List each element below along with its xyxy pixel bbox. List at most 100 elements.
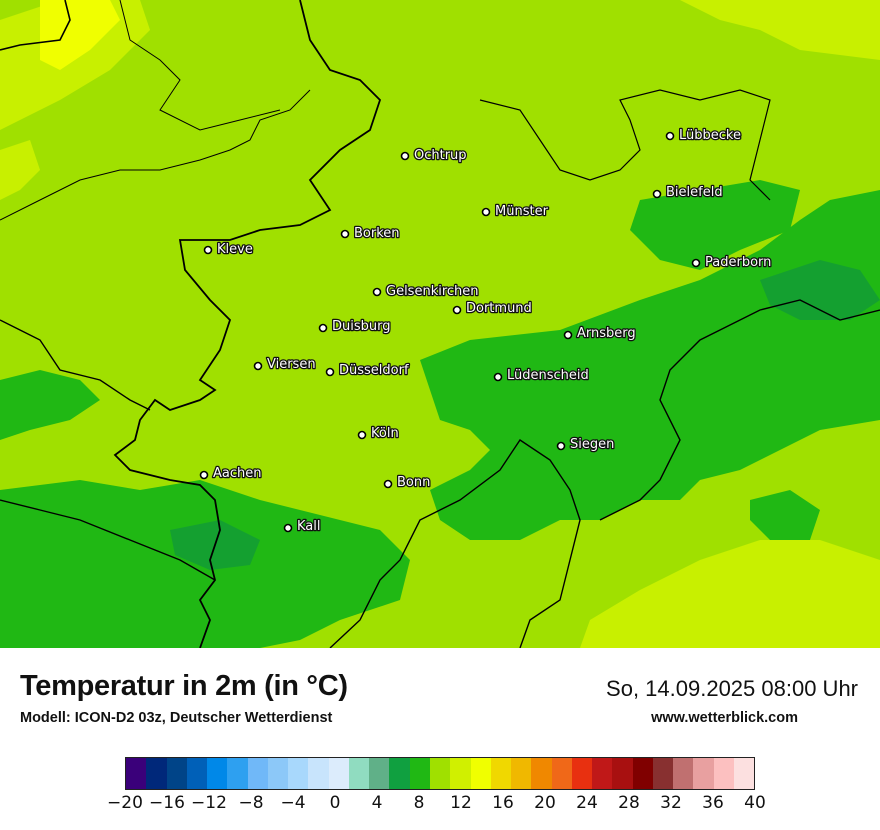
city-bonn[interactable]: Bonn (383, 474, 432, 491)
city-koeln[interactable]: Köln (357, 425, 400, 442)
border-state-north (479, 89, 771, 201)
cool-area-teutoburg (630, 180, 800, 270)
city-kleve[interactable]: Kleve (203, 241, 254, 258)
city-dot (556, 441, 566, 451)
city-label: Paderborn (705, 255, 771, 270)
city-label: Ochtrup (414, 148, 467, 163)
coolest-area-east (760, 260, 880, 320)
legend-swatch (551, 758, 572, 789)
city-arnsberg[interactable]: Arnsberg (563, 325, 637, 342)
website-link[interactable]: www.wetterblick.com (651, 710, 798, 726)
city-dot (665, 131, 675, 141)
temperature-map: Ochtrup Lübbecke Bielefeld Münster Borke… (0, 0, 880, 648)
city-bielefeld[interactable]: Bielefeld (652, 184, 724, 201)
legend-swatch (126, 758, 147, 789)
city-dot (452, 305, 462, 315)
legend-tick-label: −12 (191, 793, 227, 813)
city-ochtrup[interactable]: Ochtrup (400, 147, 468, 164)
legend-tick-label: −4 (280, 793, 306, 813)
legend-swatch (207, 758, 228, 789)
city-siegen[interactable]: Siegen (556, 436, 616, 453)
city-dot (283, 523, 293, 533)
city-dot (481, 207, 491, 217)
cool-area-limburg (0, 370, 100, 440)
legend-swatch (267, 758, 289, 789)
city-label: Köln (371, 426, 399, 441)
legend-swatch (348, 758, 370, 789)
map-canvas: Ochtrup Lübbecke Bielefeld Münster Borke… (0, 0, 880, 648)
legend-tick-label: 40 (744, 793, 766, 813)
border-nl-be (0, 319, 151, 411)
city-borken[interactable]: Borken (340, 225, 401, 242)
legend-tick-label: 36 (702, 793, 724, 813)
color-legend (125, 757, 755, 790)
city-muenster[interactable]: Münster (481, 203, 550, 220)
city-label: Gelsenkirchen (386, 284, 479, 299)
city-dot (325, 367, 335, 377)
city-dot (253, 361, 263, 371)
city-dot (199, 470, 209, 480)
legend-swatch (571, 758, 593, 789)
model-source: Modell: ICON-D2 03z, Deutscher Wetterdie… (20, 710, 333, 726)
city-label: Duisburg (332, 319, 391, 334)
legend-swatch (186, 758, 208, 789)
legend-swatch (632, 758, 653, 789)
city-duisburg[interactable]: Duisburg (318, 318, 392, 335)
legend-swatch (673, 758, 694, 789)
map-title: Temperatur in 2m (in °C) (20, 670, 348, 702)
city-viersen[interactable]: Viersen (253, 356, 317, 373)
legend-swatch (328, 758, 349, 789)
city-label: Aachen (213, 466, 261, 481)
city-dot (383, 479, 393, 489)
city-dot (652, 189, 662, 199)
legend-tick-label: 4 (371, 793, 383, 813)
border-nl-de (113, 0, 382, 648)
legend-tick-label: −20 (107, 793, 143, 813)
legend-tick-label: 28 (618, 793, 640, 813)
border-state-south (329, 439, 581, 648)
city-label: Borken (354, 226, 400, 241)
city-dot (203, 245, 213, 255)
city-label: Kall (297, 519, 321, 534)
city-luedenscheid[interactable]: Lüdenscheid (493, 367, 590, 384)
city-label: Bielefeld (666, 185, 723, 200)
legend-swatch (511, 758, 532, 789)
legend-swatch (490, 758, 512, 789)
city-dot (357, 430, 367, 440)
city-paderborn[interactable]: Paderborn (691, 254, 773, 271)
legend-swatch (146, 758, 167, 789)
warm-area-southeast (580, 540, 880, 648)
cool-patch-east (750, 490, 820, 540)
legend-swatch (166, 758, 187, 789)
legend-tick-label: 20 (534, 793, 556, 813)
city-luebbecke[interactable]: Lübbecke (665, 127, 742, 144)
city-dot (493, 372, 503, 382)
city-duesseldorf[interactable]: Düsseldorf (325, 362, 410, 379)
legend-swatch (592, 758, 613, 789)
city-gelsenkirchen[interactable]: Gelsenkirchen (372, 283, 480, 300)
city-label: Bonn (397, 475, 430, 490)
city-label: Viersen (267, 357, 316, 372)
map-footer: Temperatur in 2m (in °C) Modell: ICON-D2… (0, 648, 880, 830)
legend-tick-label: −16 (149, 793, 185, 813)
legend-tick-label: 16 (492, 793, 514, 813)
legend-swatch (652, 758, 674, 789)
legend-swatch (531, 758, 552, 789)
border-be-lu (0, 499, 216, 581)
legend-swatch (369, 758, 390, 789)
borders (0, 0, 880, 648)
city-kall[interactable]: Kall (283, 518, 322, 535)
legend-swatch (247, 758, 268, 789)
legend-swatch (612, 758, 633, 789)
legend-tick-label: 0 (329, 793, 341, 813)
city-label: Lübbecke (679, 128, 741, 143)
city-dortmund[interactable]: Dortmund (452, 300, 533, 317)
legend-swatch (733, 758, 755, 789)
city-label: Kleve (217, 242, 253, 257)
city-dot (691, 258, 701, 268)
city-label: Siegen (570, 437, 614, 452)
city-aachen[interactable]: Aachen (199, 465, 263, 482)
legend-swatch (409, 758, 430, 789)
city-markers: Ochtrup Lübbecke Bielefeld Münster Borke… (199, 127, 773, 535)
legend-swatch (288, 758, 309, 789)
